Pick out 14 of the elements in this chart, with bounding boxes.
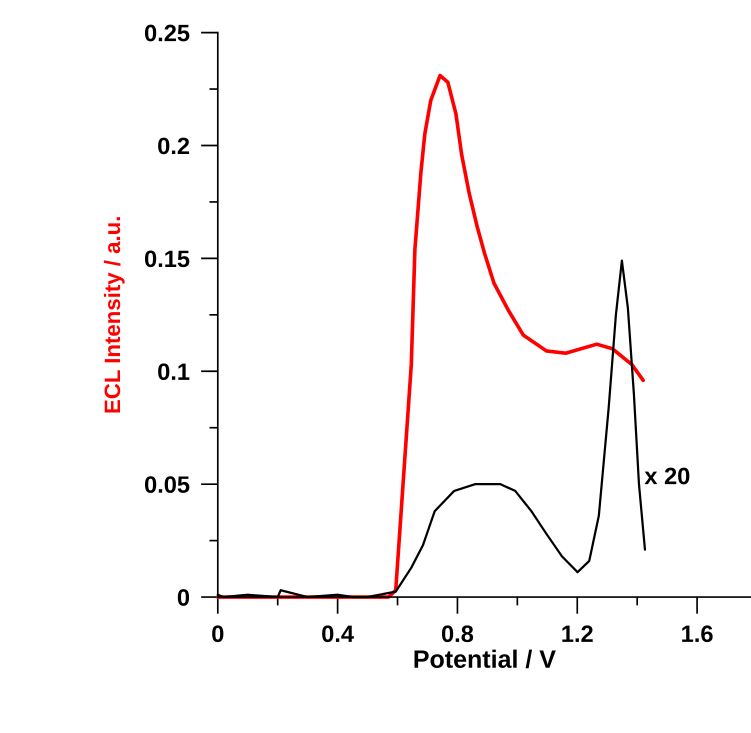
x-tick-label: 0.8 <box>442 625 474 642</box>
y-tick-label: 0.2 <box>158 138 190 154</box>
y-tick-label: 0.15 <box>144 250 190 268</box>
y-axis-title: ECL Intensity / a.u. <box>104 217 125 413</box>
annotation: x 20 <box>644 468 690 484</box>
y-tick-label: 0.25 <box>144 24 190 42</box>
x-tick-label: 0 <box>212 625 224 642</box>
y-tick-label: 0.05 <box>144 476 190 493</box>
x-axis-title: Potential / V <box>414 650 556 668</box>
y-tick-label: 0.1 <box>158 363 190 380</box>
y-tick-label: 0 <box>178 589 190 606</box>
x-tick-label: 1.2 <box>562 625 593 642</box>
x-tick-label: 0.4 <box>322 625 354 642</box>
x-tick-label: 1.6 <box>682 625 713 642</box>
